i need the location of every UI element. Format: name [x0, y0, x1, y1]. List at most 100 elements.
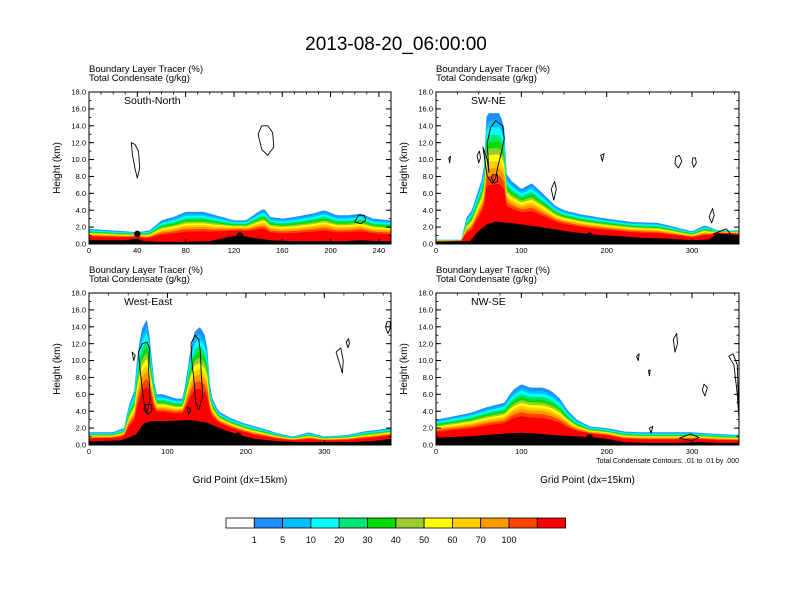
tracer-level-11	[89, 229, 391, 243]
condensate-contour	[137, 341, 151, 414]
panel-label: NW-SE	[471, 296, 506, 308]
contour-note: Total Condensate Contours: .01 to .01 by…	[596, 458, 739, 465]
condensate-contour	[448, 155, 451, 164]
location-marker	[586, 434, 593, 441]
y-tick-label: 4.0	[423, 407, 433, 416]
y-tick-label: 0.0	[76, 441, 86, 450]
x-tick-label: 300	[318, 447, 331, 456]
condensate-contour	[648, 369, 651, 377]
plot-area	[436, 113, 739, 244]
colorbar-box	[395, 517, 425, 529]
colorbar-box	[423, 517, 453, 529]
colorbar-box	[536, 517, 566, 529]
condensate-contour	[648, 425, 654, 434]
x-tick-label: 0	[434, 447, 438, 456]
tracer-level-11	[89, 386, 391, 443]
y-tick-label: 10.0	[418, 155, 433, 164]
condensate-contour	[257, 125, 275, 156]
colorbar-box	[508, 517, 538, 529]
y-tick-label: 0.0	[76, 240, 86, 249]
y-tick-label: 18.0	[418, 289, 433, 298]
colorbar-box	[451, 517, 482, 529]
panel-subtitle: Total Condensate (g/kg)	[436, 274, 537, 285]
y-tick-label: 12.0	[71, 138, 86, 147]
colorbar: 1 5 10 20 30 40 50 60 70 100	[225, 517, 566, 545]
x-tick-label: 100	[161, 447, 174, 456]
x-tick-label: 40	[133, 246, 141, 255]
condensate-contour	[335, 347, 344, 374]
x-tick-label: 300	[686, 447, 699, 456]
colorbar-label: 1	[252, 535, 257, 545]
panel-label: West-East	[124, 296, 172, 308]
colorbar-box	[480, 517, 510, 529]
y-tick-label: 14.0	[71, 121, 86, 130]
panel-subtitle: Total Condensate (g/kg)	[436, 73, 537, 84]
x-axis-label: Grid Point (dx=15km)	[193, 475, 288, 486]
condensate-contour	[385, 321, 391, 334]
colorbar-box	[367, 517, 397, 529]
panel-nw-se: Boundary Layer Tracer (%)Total Condensat…	[399, 265, 740, 486]
y-tick-label: 4.0	[423, 206, 433, 215]
condensate-contour	[672, 333, 678, 353]
y-tick-label: 6.0	[76, 390, 86, 399]
panel-label: SW-NE	[471, 95, 506, 107]
panel-label: South-North	[124, 95, 181, 107]
y-tick-label: 0.0	[423, 441, 433, 450]
location-marker	[586, 232, 593, 239]
colorbar-box	[310, 517, 340, 529]
y-tick-label: 14.0	[71, 322, 86, 331]
y-axis-label: Height (km)	[52, 343, 63, 395]
y-tick-label: 4.0	[76, 407, 86, 416]
x-tick-label: 160	[276, 246, 289, 255]
colorbar-label: 10	[306, 535, 316, 545]
condensate-contour	[636, 353, 640, 362]
condensate-contour	[491, 174, 498, 184]
y-tick-label: 8.0	[423, 373, 433, 382]
y-axis-label: Height (km)	[399, 343, 410, 395]
terrain	[89, 420, 391, 445]
condensate-contour	[674, 154, 683, 169]
panel-title: Boundary Layer Tracer (%)	[436, 265, 550, 276]
panel-subtitle: Total Condensate (g/kg)	[89, 73, 190, 84]
y-tick-label: 16.0	[71, 104, 86, 113]
x-tick-label: 200	[240, 447, 253, 456]
condensate-contour	[476, 150, 481, 164]
condensate-contour	[728, 353, 739, 421]
colorbar-label: 5	[280, 535, 285, 545]
y-tick-label: 16.0	[418, 104, 433, 113]
x-tick-label: 120	[228, 246, 241, 255]
y-tick-label: 8.0	[76, 373, 86, 382]
y-tick-label: 8.0	[76, 172, 86, 181]
y-tick-label: 10.0	[71, 155, 86, 164]
x-tick-label: 0	[87, 246, 91, 255]
panel-west-east: Boundary Layer Tracer (%)Total Condensat…	[52, 265, 392, 486]
x-tick-label: 100	[515, 447, 528, 456]
y-tick-label: 6.0	[423, 189, 433, 198]
x-tick-label: 0	[87, 447, 91, 456]
x-tick-label: 300	[686, 246, 699, 255]
condensate-contour	[708, 208, 715, 224]
y-tick-label: 16.0	[418, 305, 433, 314]
x-tick-label: 100	[515, 246, 528, 255]
y-tick-label: 14.0	[418, 322, 433, 331]
condensate-contour	[600, 153, 605, 162]
panel-south-north: Boundary Layer Tracer (%)Total Condensat…	[52, 64, 392, 255]
condensate-contour	[143, 404, 153, 416]
colorbar-label: 20	[334, 535, 344, 545]
colorbar-box	[253, 517, 284, 529]
condensate-contour	[186, 406, 192, 416]
colorbar-box	[282, 517, 312, 529]
condensate-contour	[130, 142, 141, 179]
tracer-level-11	[436, 184, 739, 243]
y-tick-label: 12.0	[418, 339, 433, 348]
colorbar-box	[225, 517, 255, 529]
panel-subtitle: Total Condensate (g/kg)	[89, 274, 190, 285]
y-tick-label: 18.0	[71, 88, 86, 97]
figure-title: 2013-08-20_06:00:00	[305, 34, 487, 55]
condensate-contour	[550, 181, 557, 201]
panel-sw-ne: Boundary Layer Tracer (%)Total Condensat…	[399, 64, 740, 255]
condensate-contour	[712, 228, 731, 238]
x-tick-label: 200	[324, 246, 337, 255]
x-tick-label: 200	[600, 447, 613, 456]
